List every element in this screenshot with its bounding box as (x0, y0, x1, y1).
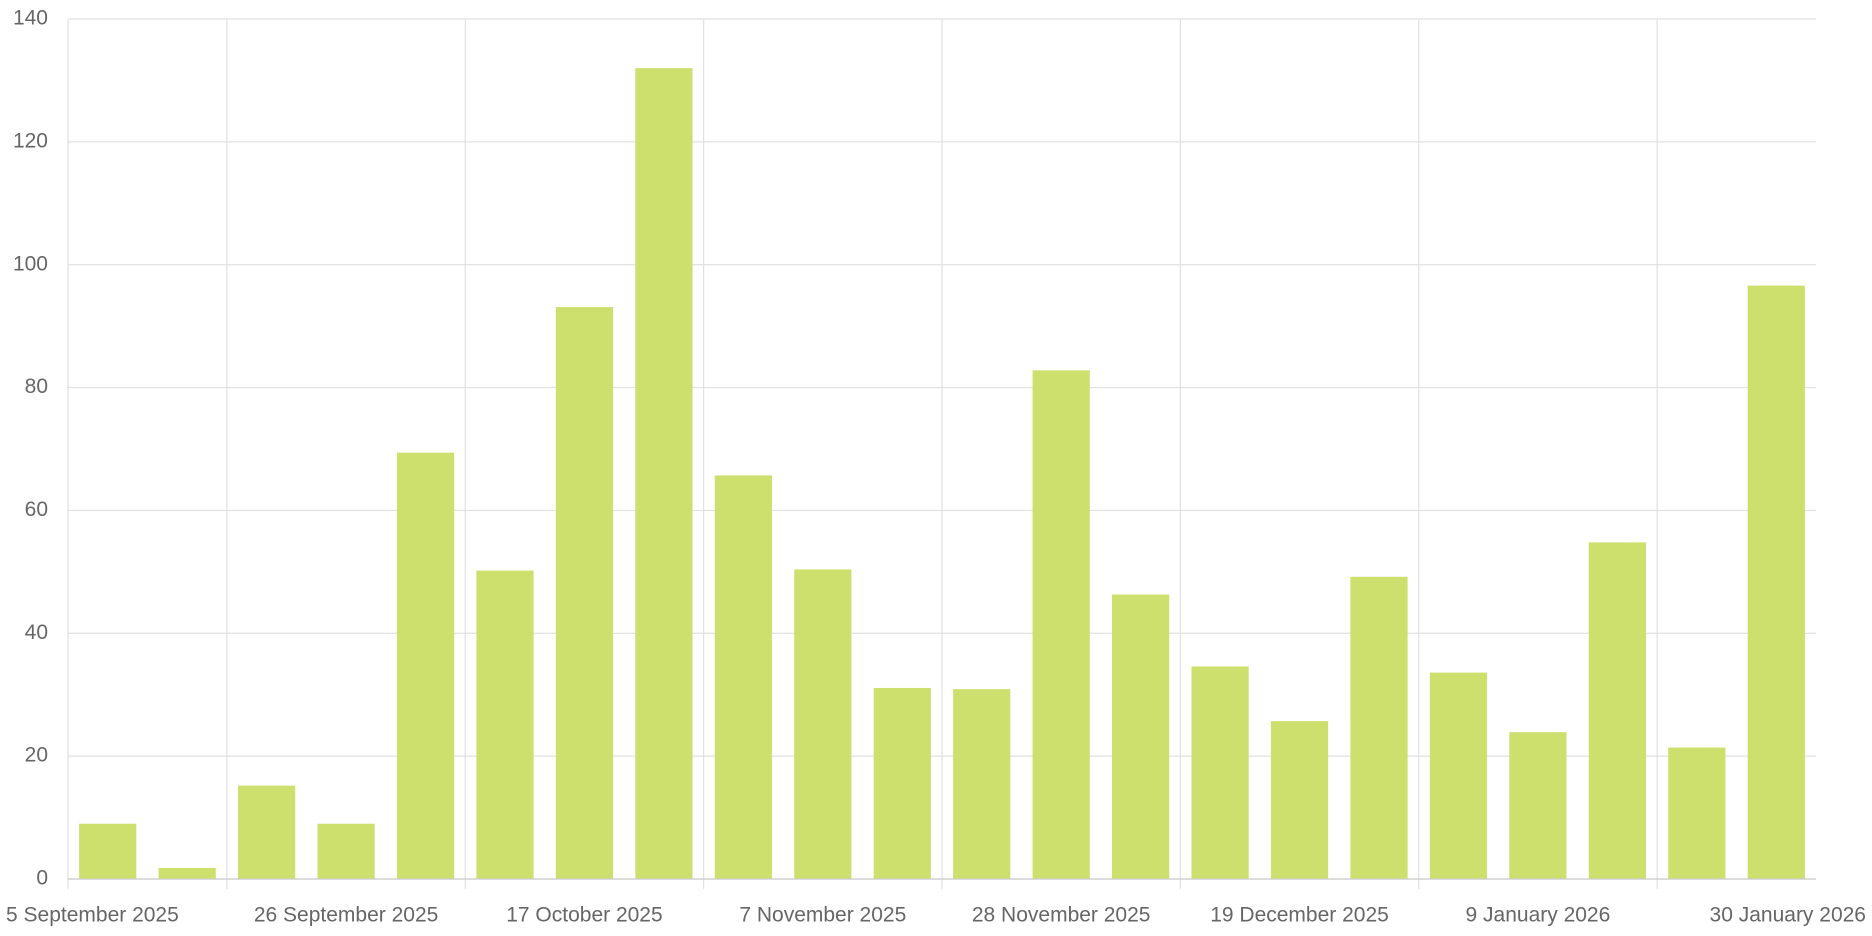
bar (1509, 732, 1567, 879)
bar (158, 867, 216, 879)
bar (1032, 370, 1090, 879)
x-tick-label: 7 November 2025 (739, 904, 906, 927)
bar (476, 570, 534, 879)
bar (953, 689, 1011, 879)
y-tick-label: 100 (13, 252, 48, 275)
bar (317, 823, 375, 879)
bar (873, 687, 931, 879)
x-tick-label: 5 September 2025 (6, 904, 179, 927)
bar (794, 569, 852, 879)
bar (1112, 594, 1170, 879)
x-tick-label: 30 January 2026 (1710, 904, 1866, 927)
y-tick-label: 120 (13, 129, 48, 152)
bar (1668, 747, 1726, 879)
bar (396, 452, 455, 879)
y-tick-label: 40 (25, 621, 48, 644)
bar (555, 307, 614, 880)
bar (635, 68, 693, 879)
y-tick-label: 20 (25, 744, 48, 767)
x-tick-label: 26 September 2025 (254, 904, 438, 927)
y-tick-label: 140 (13, 7, 48, 30)
bar (1429, 672, 1488, 879)
bar (1270, 721, 1329, 879)
bar (1191, 666, 1249, 879)
y-tick-label: 60 (25, 498, 48, 521)
bar (714, 475, 772, 879)
x-tick-label: 19 December 2025 (1210, 904, 1389, 927)
bar (1350, 576, 1408, 879)
x-tick-label: 17 October 2025 (506, 904, 662, 927)
x-tick-label: 28 November 2025 (972, 904, 1151, 927)
bar (238, 785, 296, 879)
y-tick-label: 80 (25, 375, 48, 398)
bar (79, 823, 137, 879)
bar (1747, 285, 1805, 880)
y-tick-label: 0 (36, 867, 48, 890)
x-tick-label: 9 January 2026 (1466, 904, 1611, 927)
bar (1588, 542, 1646, 879)
